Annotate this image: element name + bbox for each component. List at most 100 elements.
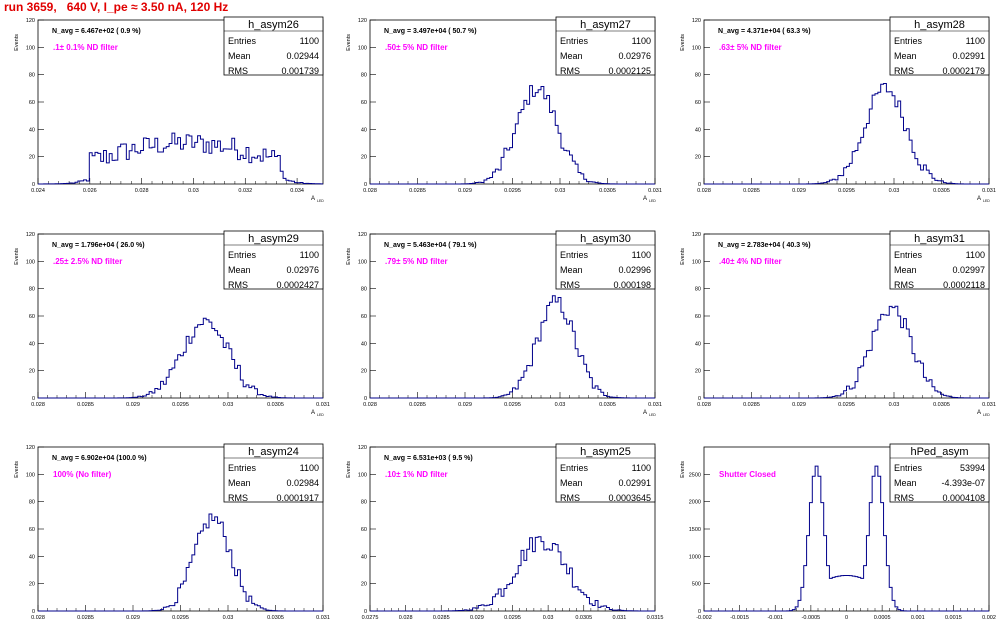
y-tick-label: 40 — [695, 127, 701, 133]
x-tick-label: 0.031 — [982, 188, 996, 194]
y-tick-label: 100 — [358, 45, 367, 51]
x-tick-label: 0.0005 — [874, 615, 891, 621]
x-tick-label: 0.03 — [188, 188, 199, 194]
stats-value: 1100 — [300, 250, 319, 260]
y-tick-label: 40 — [29, 554, 35, 560]
stats-label: RMS — [228, 493, 248, 503]
x-tick-label: 0.002 — [982, 615, 996, 621]
filter-annotation: .50± 5% ND filter — [385, 43, 448, 52]
x-tick-label: 0.029 — [126, 615, 140, 621]
y-tick-label: 20 — [361, 369, 367, 375]
stats-value: 0.0002179 — [942, 66, 985, 76]
stats-label: Mean — [228, 51, 251, 61]
x-axis-label: A — [643, 196, 647, 202]
x-tick-label: 0.0295 — [838, 188, 855, 194]
x-tick-label: -0.0015 — [730, 615, 749, 621]
histogram-panel-h_asym25: 0 20 40 60 80 100 120 0.0275 0.028 0.0285 0.029 0.0… — [346, 443, 663, 621]
stats-label: Mean — [560, 51, 583, 61]
y-tick-label: 100 — [692, 259, 701, 265]
page-title: run 3659, 640 V, I_pe ≈ 3.50 nA, 120 Hz — [4, 0, 229, 14]
histogram-line — [704, 82, 989, 185]
x-tick-label: 0.0275 — [362, 615, 379, 621]
y-tick-label: 100 — [692, 45, 701, 51]
y-tick-label: 100 — [358, 472, 367, 478]
x-tick-label: 0.028 — [697, 402, 711, 408]
y-axis-label: Events — [346, 461, 352, 478]
x-tick-label: 0.029 — [792, 402, 806, 408]
x-tick-label: 0.03 — [889, 188, 900, 194]
x-tick-label: 0.0285 — [77, 615, 94, 621]
x-tick-label: 0.0015 — [945, 615, 962, 621]
y-tick-label: 0 — [364, 609, 367, 615]
y-tick-label: 2000 — [689, 500, 701, 506]
y-axis-label: Events — [680, 248, 686, 265]
y-tick-label: 100 — [26, 45, 35, 51]
filter-annotation: .40± 4% ND filter — [719, 257, 782, 266]
y-tick-label: 80 — [361, 287, 367, 293]
x-axis-label-subscript: LED — [649, 199, 656, 203]
y-axis-label: Events — [680, 461, 686, 478]
stats-label: Entries — [894, 250, 923, 260]
stats-value: 0.02996 — [618, 265, 651, 275]
x-tick-label: 0.03 — [555, 402, 566, 408]
y-tick-label: 60 — [29, 314, 35, 320]
histogram-line — [370, 536, 655, 612]
x-tick-label: 0.0295 — [172, 402, 189, 408]
stats-value: 0.0002118 — [943, 280, 985, 290]
stats-label: Entries — [894, 36, 923, 46]
x-tick-label: 0.026 — [83, 188, 97, 194]
y-tick-label: 80 — [29, 500, 35, 506]
x-tick-label: 0.0305 — [267, 402, 284, 408]
y-axis-label: Events — [14, 34, 20, 51]
y-tick-label: 0 — [32, 609, 35, 615]
histogram-panel-h_asym26: 0 20 40 60 80 100 120 0.024 0.026 0.028 0.03 0.032 0… — [14, 16, 324, 203]
x-tick-label: 0.0305 — [599, 402, 616, 408]
stats-box — [889, 443, 990, 503]
y-tick-label: 0 — [32, 182, 35, 188]
stats-label: Mean — [560, 478, 583, 488]
stats-value: 0.001739 — [281, 66, 319, 76]
x-axis-label: A — [311, 410, 315, 416]
x-tick-label: 0.029 — [792, 188, 806, 194]
x-tick-label: 0.024 — [31, 188, 45, 194]
histogram-name: h_asym31 — [914, 233, 965, 245]
x-tick-label: 0.028 — [399, 615, 413, 621]
y-tick-label: 120 — [26, 232, 35, 238]
stats-value: 0.02976 — [286, 265, 319, 275]
stats-value: -4.393e-07 — [941, 478, 985, 488]
x-tick-label: 0.0305 — [933, 188, 950, 194]
filter-annotation: .79± 5% ND filter — [385, 257, 448, 266]
stats-label: Entries — [228, 463, 257, 473]
stats-label: Entries — [228, 250, 257, 260]
x-axis-label: A — [643, 410, 647, 416]
navg-label: N_avg = 6.467e+02 ( 0.9 %) — [52, 28, 141, 35]
histogram-panel-h_asym30: 0 20 40 60 80 100 120 0.028 0.0285 0.029 0.0295 0.0… — [346, 230, 662, 417]
y-tick-label: 20 — [361, 155, 367, 161]
x-tick-label: 0.028 — [697, 188, 711, 194]
navg-label: N_avg = 5.463e+04 ( 79.1 %) — [384, 242, 477, 249]
stats-label: RMS — [894, 66, 914, 76]
x-tick-label: 0.03 — [223, 615, 234, 621]
y-tick-label: 80 — [361, 73, 367, 79]
histogram-panel-h_asym27: 0 20 40 60 80 100 120 0.028 0.0285 0.029 0.0295 0.0… — [346, 16, 662, 203]
y-tick-label: 120 — [358, 445, 367, 451]
y-tick-label: 20 — [361, 582, 367, 588]
stats-label: RMS — [228, 280, 248, 290]
x-tick-label: 0.029 — [470, 615, 484, 621]
stats-value: 0.0002125 — [608, 66, 651, 76]
stats-label: Entries — [228, 36, 257, 46]
stats-box — [889, 230, 990, 290]
y-tick-label: 0 — [364, 396, 367, 402]
y-tick-label: 80 — [29, 73, 35, 79]
stats-label: RMS — [894, 493, 914, 503]
histogram-name: h_asym30 — [580, 233, 631, 245]
x-tick-label: 0.028 — [31, 402, 45, 408]
x-tick-label: 0.0295 — [838, 402, 855, 408]
y-tick-label: 80 — [695, 287, 701, 293]
histogram-name: h_asym28 — [914, 19, 965, 31]
navg-label: N_avg = 6.902e+04 (100.0 %) — [52, 455, 147, 462]
y-tick-label: 0 — [364, 182, 367, 188]
histogram-line — [38, 317, 323, 399]
y-tick-label: 0 — [698, 396, 701, 402]
